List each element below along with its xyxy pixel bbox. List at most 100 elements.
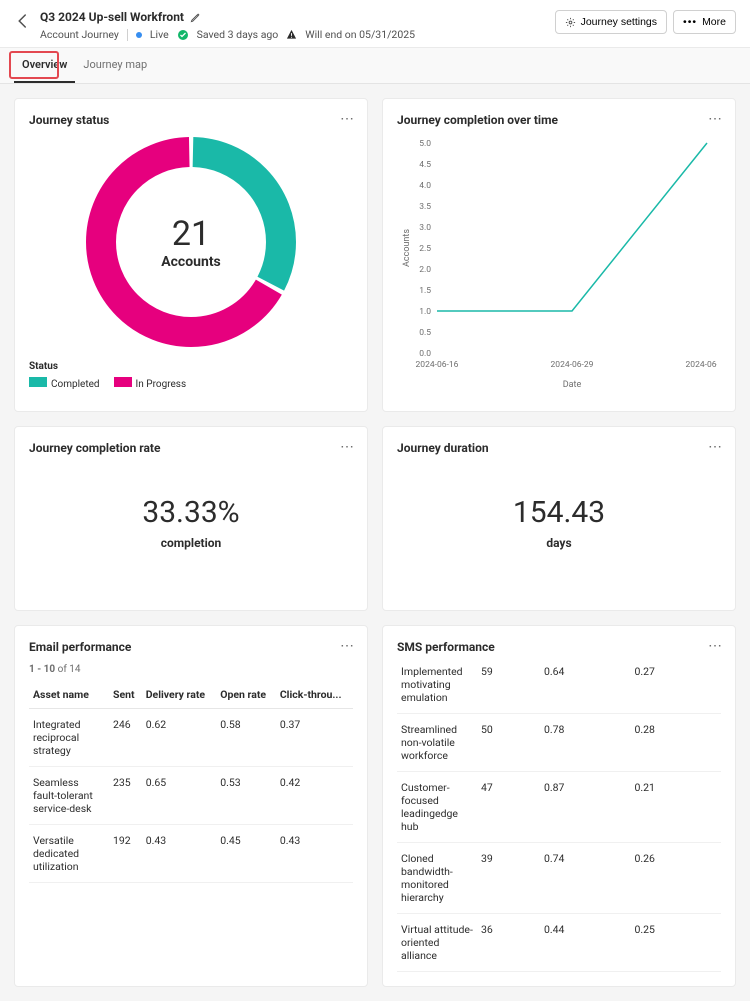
table-cell: 0.42 xyxy=(276,767,353,825)
svg-text:1.0: 1.0 xyxy=(419,307,431,317)
card-journey-status: Journey status ⋯ 21 Accounts Status Comp… xyxy=(14,98,368,412)
donut-value: 21 xyxy=(172,214,210,254)
table-cell: 0.44 xyxy=(540,914,631,972)
table-cell: 0.25 xyxy=(630,914,721,972)
table-cell: 59 xyxy=(477,656,540,714)
table-cell: 0.58 xyxy=(216,709,276,767)
range-prefix: 1 - 10 xyxy=(29,664,55,675)
table-cell: 0.62 xyxy=(142,709,217,767)
svg-text:Date: Date xyxy=(563,380,582,390)
card-title: Journey duration xyxy=(397,441,721,455)
card-sms-performance: SMS performance ⋯ Implemented motivating… xyxy=(382,625,736,987)
table-cell: Customer-focused leadingedge hub xyxy=(397,772,477,843)
divider xyxy=(127,29,128,41)
table-cell: Cloned bandwidth-monitored hierarchy xyxy=(397,843,477,914)
table-cell: 0.37 xyxy=(276,709,353,767)
legend-items: CompletedIn Progress xyxy=(29,377,186,390)
dashboard-grid: Journey status ⋯ 21 Accounts Status Comp… xyxy=(0,84,750,1001)
donut-label: Accounts xyxy=(161,254,221,270)
settings-btn-label: Journey settings xyxy=(581,16,657,28)
table-cell: 0.87 xyxy=(540,772,631,843)
range-total: 14 xyxy=(69,664,80,675)
table-header: Click-throu... xyxy=(276,681,353,709)
table-header: Delivery rate xyxy=(142,681,217,709)
tab-journey-map[interactable]: Journey map xyxy=(75,48,155,83)
card-more-icon[interactable]: ⋯ xyxy=(340,439,355,455)
breadcrumb: Account Journey xyxy=(40,28,119,41)
table-cell: 0.53 xyxy=(216,767,276,825)
back-icon[interactable] xyxy=(14,12,32,30)
sms-table: Implemented motivating emulation590.640.… xyxy=(397,656,721,972)
table-cell: 0.45 xyxy=(216,825,276,883)
svg-text:1.5: 1.5 xyxy=(419,286,431,296)
tab-overview[interactable]: Overview xyxy=(14,48,75,83)
metric-value: 33.33% xyxy=(29,495,353,530)
table-cell: Virtual attitude-oriented alliance xyxy=(397,914,477,972)
card-title: Journey completion rate xyxy=(29,441,353,455)
card-email-performance: Email performance ⋯ 1 - 10 of 14 Asset n… xyxy=(14,625,368,987)
card-completion-rate: Journey completion rate ⋯ 33.33% complet… xyxy=(14,426,368,611)
card-more-icon[interactable]: ⋯ xyxy=(340,638,355,654)
table-row: Customer-focused leadingedge hub470.870.… xyxy=(397,772,721,843)
svg-text:4.5: 4.5 xyxy=(419,160,431,170)
topbar: Q3 2024 Up-sell Workfront Account Journe… xyxy=(0,0,750,48)
table-cell: Seamless fault-tolerant service-desk xyxy=(29,767,109,825)
title-area: Q3 2024 Up-sell Workfront Account Journe… xyxy=(40,10,415,41)
table-cell: 0.65 xyxy=(142,767,217,825)
table-cell: 0.43 xyxy=(276,825,353,883)
metric-value: 154.43 xyxy=(397,495,721,530)
metric-unit: completion xyxy=(29,536,353,550)
table-cell: 246 xyxy=(109,709,142,767)
more-button[interactable]: ••• More xyxy=(673,10,736,34)
table-cell: 39 xyxy=(477,843,540,914)
svg-text:Accounts: Accounts xyxy=(402,229,412,267)
email-table: Asset nameSentDelivery rateOpen rateClic… xyxy=(29,681,353,883)
table-header: Asset name xyxy=(29,681,109,709)
table-cell: 0.74 xyxy=(540,843,631,914)
card-more-icon[interactable]: ⋯ xyxy=(340,111,355,127)
svg-text:2024-06-30: 2024-06-30 xyxy=(686,360,717,370)
legend-item: Completed xyxy=(29,377,100,390)
table-cell: 0.26 xyxy=(630,843,721,914)
edit-icon[interactable] xyxy=(190,12,201,23)
svg-text:2.0: 2.0 xyxy=(419,265,431,275)
more-dots-icon: ••• xyxy=(683,16,697,28)
range-of: of xyxy=(58,664,67,675)
more-btn-label: More xyxy=(702,16,726,28)
journey-settings-button[interactable]: Journey settings xyxy=(555,10,667,34)
table-header: Open rate xyxy=(216,681,276,709)
table-header: Sent xyxy=(109,681,142,709)
card-more-icon[interactable]: ⋯ xyxy=(708,638,723,654)
card-title: Journey completion over time xyxy=(397,113,721,127)
card-completion-over-time: Journey completion over time ⋯ 0.00.51.0… xyxy=(382,98,736,412)
status-dot xyxy=(136,32,142,38)
table-row: Integrated reciprocal strategy2460.620.5… xyxy=(29,709,353,767)
table-cell: 192 xyxy=(109,825,142,883)
table-range: 1 - 10 of 14 xyxy=(29,664,353,675)
table-header-row: Asset nameSentDelivery rateOpen rateClic… xyxy=(29,681,353,709)
donut-chart: 21 Accounts xyxy=(86,137,296,347)
table-cell: 0.21 xyxy=(630,772,721,843)
card-title: SMS performance xyxy=(397,640,721,654)
end-label: Will end on 05/31/2025 xyxy=(305,28,415,41)
card-more-icon[interactable]: ⋯ xyxy=(708,111,723,127)
table-row: Virtual attitude-oriented alliance360.44… xyxy=(397,914,721,972)
svg-text:4.0: 4.0 xyxy=(419,181,431,191)
table-cell: 0.64 xyxy=(540,656,631,714)
svg-text:2024-06-16: 2024-06-16 xyxy=(416,360,459,370)
svg-text:2.5: 2.5 xyxy=(419,244,431,254)
table-cell: 0.43 xyxy=(142,825,217,883)
table-row: Versatile dedicated utilization1920.430.… xyxy=(29,825,353,883)
svg-text:0.0: 0.0 xyxy=(419,349,431,359)
svg-text:3.0: 3.0 xyxy=(419,223,431,233)
gear-icon xyxy=(565,17,576,28)
card-more-icon[interactable]: ⋯ xyxy=(708,439,723,455)
metric-unit: days xyxy=(397,536,721,550)
page-title: Q3 2024 Up-sell Workfront xyxy=(40,10,184,24)
table-cell: Implemented motivating emulation xyxy=(397,656,477,714)
warning-icon xyxy=(286,29,297,40)
svg-text:5.0: 5.0 xyxy=(419,139,431,149)
saved-label: Saved 3 days ago xyxy=(197,28,279,41)
table-cell: 0.78 xyxy=(540,714,631,772)
table-row: Seamless fault-tolerant service-desk2350… xyxy=(29,767,353,825)
